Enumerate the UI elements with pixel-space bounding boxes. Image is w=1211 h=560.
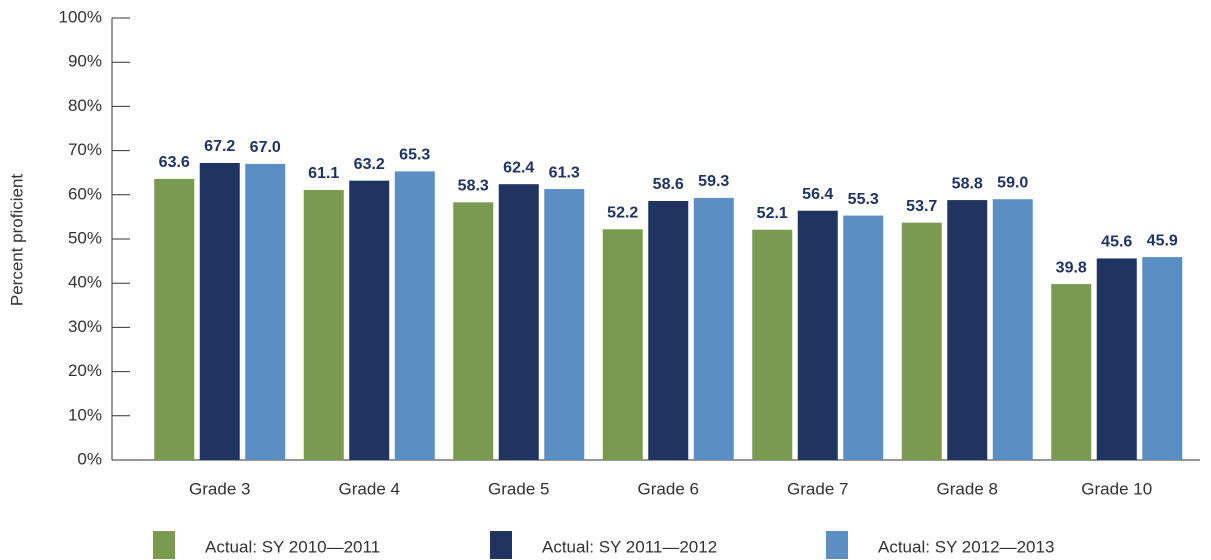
value-label: 65.3 — [399, 147, 430, 164]
value-label: 39.8 — [1056, 259, 1087, 276]
bar — [843, 215, 884, 460]
legend-label: Actual: SY 2010—2011 — [205, 537, 380, 556]
legend-swatch — [153, 531, 175, 559]
value-label: 53.7 — [906, 198, 937, 215]
legend-swatch — [490, 531, 512, 559]
legend-label: Actual: SY 2012—2013 — [878, 537, 1054, 556]
x-tick-label: Grade 8 — [937, 479, 998, 498]
y-tick-label: 90% — [68, 52, 102, 71]
bar — [544, 189, 585, 460]
x-tick-label: Grade 7 — [787, 479, 848, 498]
value-label: 58.6 — [653, 176, 684, 193]
value-label: 58.8 — [952, 175, 983, 192]
bar — [992, 199, 1033, 460]
y-tick-label: 100% — [59, 7, 102, 26]
bar — [394, 171, 435, 460]
bar — [498, 184, 539, 460]
bar — [1142, 257, 1183, 460]
bar — [349, 180, 390, 460]
legend-label: Actual: SY 2011—2012 — [542, 537, 717, 556]
bar — [648, 200, 689, 460]
x-tick-label: Grade 3 — [189, 479, 250, 498]
value-label: 62.4 — [503, 159, 534, 176]
bar — [693, 197, 734, 461]
y-tick-label: 70% — [68, 140, 102, 159]
bar — [901, 222, 942, 460]
y-tick-label: 40% — [68, 273, 102, 292]
y-tick-label: 80% — [68, 96, 102, 115]
y-tick-label: 0% — [77, 449, 102, 468]
bar — [1096, 258, 1137, 460]
value-label: 61.1 — [308, 165, 339, 182]
y-tick-label: 60% — [68, 184, 102, 203]
value-label: 52.1 — [757, 205, 788, 222]
bar — [303, 189, 344, 461]
bar — [245, 163, 286, 461]
bar — [1051, 284, 1092, 460]
value-label: 63.2 — [354, 156, 385, 173]
bar — [453, 202, 494, 460]
value-label: 59.3 — [698, 173, 729, 190]
y-tick-label: 30% — [68, 317, 102, 336]
value-label: 52.2 — [607, 204, 638, 221]
bar — [199, 162, 240, 460]
bar — [602, 229, 643, 460]
legend-swatch — [826, 531, 848, 559]
value-label: 55.3 — [848, 191, 879, 208]
y-tick-label: 20% — [68, 361, 102, 380]
y-tick-label: 50% — [68, 228, 102, 247]
bar — [797, 210, 838, 460]
value-label: 67.0 — [250, 139, 281, 156]
value-label: 56.4 — [802, 186, 833, 203]
bar — [752, 229, 793, 460]
value-label: 45.9 — [1147, 232, 1178, 249]
value-label: 61.3 — [549, 164, 580, 181]
x-tick-label: Grade 6 — [638, 479, 699, 498]
y-axis-title: Percent proficient — [7, 174, 26, 307]
value-label: 67.2 — [204, 138, 235, 155]
x-tick-label: Grade 5 — [488, 479, 549, 498]
x-tick-label: Grade 10 — [1081, 479, 1152, 498]
value-label: 58.3 — [458, 178, 489, 195]
value-label: 59.0 — [997, 174, 1028, 191]
bar — [947, 200, 988, 460]
x-tick-label: Grade 4 — [339, 479, 400, 498]
value-label: 63.6 — [159, 154, 190, 171]
bar — [154, 178, 195, 460]
y-tick-label: 10% — [68, 405, 102, 424]
value-label: 45.6 — [1101, 234, 1132, 251]
